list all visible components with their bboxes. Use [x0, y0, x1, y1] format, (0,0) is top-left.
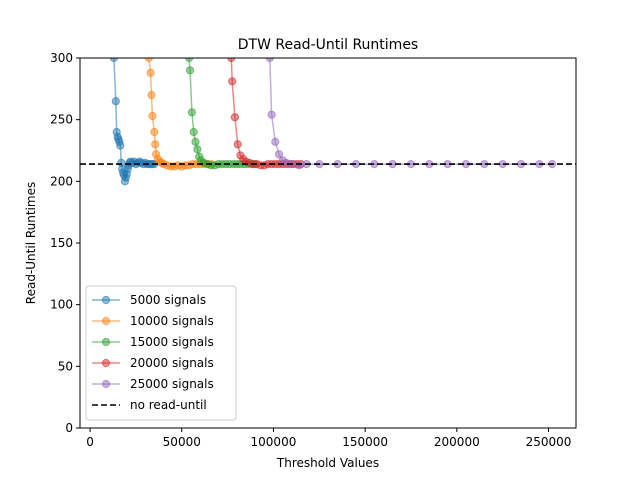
x-axis: 0 50000 100000 150000 200000 250000	[86, 428, 571, 449]
legend-label: no read-until	[130, 398, 207, 412]
series-5	[265, 58, 557, 170]
y-axis: 0 50 100 150 200 250 300	[50, 51, 80, 435]
series-3	[185, 58, 260, 170]
legend-label: 10000 signals	[130, 314, 214, 328]
series-line	[269, 58, 553, 167]
legend-marker	[101, 316, 111, 326]
data-point	[228, 77, 237, 86]
x-tick-label: 150000	[342, 435, 388, 449]
data-point	[150, 127, 159, 137]
data-point	[193, 145, 202, 154]
data-point	[230, 113, 239, 122]
data-point	[271, 137, 280, 146]
data-point	[274, 150, 284, 159]
legend-marker	[101, 337, 111, 347]
legend-entry: no read-until	[92, 398, 207, 412]
series-line	[230, 58, 301, 167]
legend-entry: 25000 signals	[92, 377, 214, 391]
plot-area	[109, 58, 557, 186]
series-line	[148, 58, 212, 168]
data-point	[233, 140, 242, 149]
legend-entry: 5000 signals	[92, 293, 206, 307]
data-point	[295, 161, 304, 170]
data-point	[147, 90, 156, 100]
data-point	[151, 140, 160, 149]
x-tick-label: 250000	[526, 435, 572, 449]
x-axis-label: Threshold Values	[276, 456, 379, 470]
y-tick-label: 250	[50, 113, 73, 127]
legend-box	[85, 285, 237, 421]
x-tick-label: 0	[86, 435, 94, 449]
legend-marker	[101, 295, 111, 305]
data-point	[189, 127, 198, 137]
y-axis-label: Read-Until Runtimes	[24, 182, 38, 304]
x-tick-label: 50000	[163, 435, 201, 449]
data-point	[191, 137, 200, 146]
legend-label: 5000 signals	[130, 293, 206, 307]
x-tick-label: 200000	[434, 435, 480, 449]
series-4	[227, 58, 306, 170]
data-point	[267, 110, 276, 119]
data-point	[116, 141, 125, 150]
series-2	[144, 58, 216, 171]
y-tick-label: 0	[65, 421, 73, 435]
legend-marker	[101, 358, 111, 368]
data-point	[187, 108, 196, 117]
legend-label: 20000 signals	[130, 356, 214, 370]
legend-entry: 15000 signals	[92, 335, 214, 349]
y-tick-label: 50	[58, 359, 73, 373]
legend-entry: 10000 signals	[92, 314, 214, 328]
y-tick-label: 100	[50, 298, 73, 312]
data-point	[148, 111, 157, 121]
legend: 5000 signals 10000 signals 15000 signals 20…	[85, 285, 237, 421]
data-point	[185, 66, 195, 75]
chart-title: DTW Read-Until Runtimes	[238, 37, 418, 53]
y-tick-label: 300	[50, 51, 73, 65]
data-point	[111, 97, 120, 106]
legend-marker	[101, 379, 111, 389]
y-tick-label: 150	[50, 236, 73, 250]
legend-label: 25000 signals	[130, 377, 214, 391]
legend-entry: 20000 signals	[92, 356, 214, 370]
y-tick-label: 200	[50, 174, 73, 188]
data-point	[146, 68, 155, 77]
x-tick-label: 100000	[251, 435, 297, 449]
legend-label: 15000 signals	[130, 335, 214, 349]
